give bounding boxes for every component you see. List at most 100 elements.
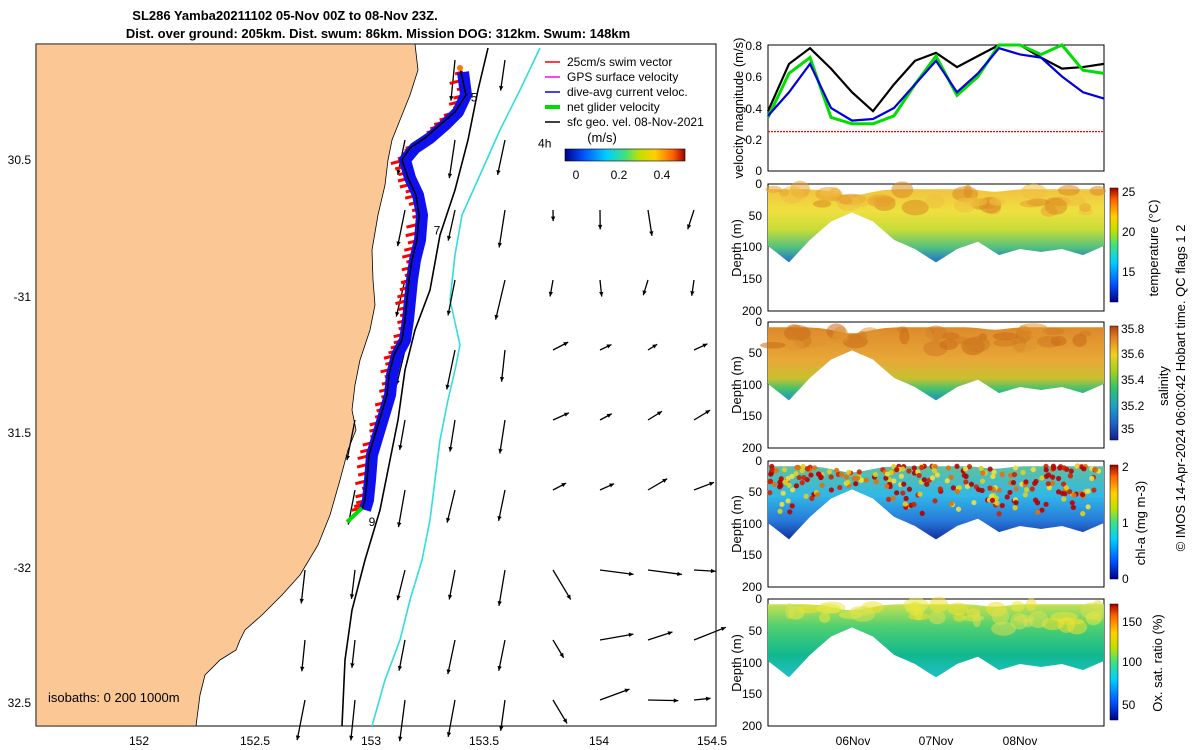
time-tick-1: 07Nov: [919, 734, 954, 748]
section-patch: [991, 621, 1017, 636]
chla-sample: [1035, 509, 1041, 515]
temperature-y-axis: 0 50 100 150 200: [742, 177, 762, 318]
map-x-tick-0: 152: [129, 734, 149, 748]
temperature-cbar-label: temperature (°C): [1146, 200, 1161, 297]
chla-sample: [1010, 480, 1017, 486]
velocity-frame: [767, 44, 1105, 172]
chla-ylabel: Depth (m): [729, 495, 744, 553]
temp-y-tick-0: 0: [755, 177, 762, 191]
sal-y-tick-4: 200: [742, 441, 762, 455]
chla-sample: [771, 481, 778, 488]
ox-cbar-tick-1: 100: [1122, 655, 1142, 669]
start-marker: [457, 65, 463, 71]
chla-sample: [1029, 486, 1035, 492]
chla-sample: [1013, 486, 1019, 492]
ox-cbar-tick-0: 50: [1122, 698, 1136, 712]
section-patch: [780, 185, 805, 204]
geo-vector: [599, 569, 634, 576]
chla-sample: [990, 473, 996, 480]
salinity-y-axis: 0 50 100 150 200: [742, 315, 762, 455]
salinity-panel: 0 50 100 150 200 Depth (m) 35 35.2 35.4 …: [729, 315, 1171, 455]
geo-vector-head: [395, 311, 400, 317]
velocity-series: [766, 43, 1105, 133]
chla-sample: [804, 466, 811, 472]
salinity-ylabel: Depth (m): [729, 356, 744, 414]
chla-sample: [837, 484, 843, 491]
legend-item-geo: sfc geo. vel. 08-Nov-2021: [545, 115, 704, 129]
chla-sample: [891, 478, 897, 484]
section-patch: [901, 199, 929, 216]
time-tick-2: 08Nov: [1003, 734, 1038, 748]
chla-sample: [1013, 500, 1019, 506]
chla-sample: [1081, 466, 1087, 472]
geo-vector: [449, 419, 456, 452]
salinity-colorbar: [1109, 325, 1119, 441]
chla-sample: [795, 464, 801, 470]
chla-sample: [1089, 475, 1095, 482]
chla-sample: [1080, 511, 1086, 517]
ox-y-tick-0: 0: [755, 592, 762, 606]
velocity-series-0: [766, 43, 1105, 113]
geo-vector-head: [667, 631, 673, 636]
day-markers: 5 4h 7 9: [369, 90, 552, 528]
section-patch: [965, 336, 991, 353]
chla-sample: [903, 495, 909, 502]
chla-sample: [1068, 468, 1074, 474]
chla-sample: [770, 467, 776, 473]
geo-vector-head: [720, 626, 726, 632]
chla-sample: [846, 469, 852, 475]
section-patch: [1079, 203, 1092, 212]
geo-vector: [395, 349, 406, 385]
sal-y-tick-0: 0: [755, 315, 762, 329]
chla-sample: [872, 471, 879, 478]
chla-sample: [1067, 489, 1073, 495]
chla-sample: [994, 500, 1000, 506]
chla-sample: [767, 479, 773, 485]
land-area: [35, 43, 419, 727]
figure-title-line2: Dist. over ground: 205km. Dist. swum: 86…: [126, 26, 630, 41]
chla-sample: [968, 481, 975, 487]
geo-vector-head: [396, 169, 401, 175]
chla-sample: [1022, 492, 1028, 498]
chl-y-tick-2: 100: [742, 517, 762, 531]
ox-cbar-tick-2: 150: [1122, 615, 1142, 629]
geo-vector-head: [702, 343, 708, 348]
geo-vector-head: [498, 448, 503, 454]
chla-sample: [777, 508, 783, 514]
geo-vector-head: [609, 483, 615, 488]
velocity-series-2: [767, 46, 1105, 122]
colorbar-title: (m/s): [587, 130, 617, 145]
chla-sample: [777, 484, 783, 490]
chla-sample: [854, 475, 861, 481]
geo-vector-head: [396, 595, 401, 601]
oxygen-panel: 0 50 100 150 200 Depth (m) 50 100 150 Ox…: [729, 592, 1165, 748]
chla-sample: [979, 478, 986, 484]
sal-cbar-tick-4: 35.8: [1121, 322, 1145, 336]
chla-sample: [1070, 504, 1076, 511]
section-patch: [1061, 194, 1086, 207]
geo-vector-head: [299, 598, 304, 604]
chla-sample: [929, 475, 935, 481]
section-patch: [815, 603, 841, 614]
map-y-axis: 30.5 -31 31.5 -32 32.5: [8, 153, 32, 710]
chla-sample: [789, 503, 795, 509]
temp-y-tick-2: 100: [742, 240, 762, 254]
geo-vector: [301, 639, 306, 672]
geo-vector: [447, 279, 456, 316]
chla-panel: 0 50 100 150 200 Depth (m) 0 1 2 chl-a (…: [729, 454, 1148, 594]
chla-sample: [1004, 494, 1010, 500]
geo-vector-head: [548, 291, 554, 297]
chla-sample: [901, 481, 907, 487]
chla-sample: [980, 470, 986, 476]
geo-vector: [500, 699, 506, 731]
chla-sample: [989, 497, 996, 503]
sal-y-tick-2: 100: [742, 378, 762, 392]
vel-y-tick-2: 0.4: [745, 102, 762, 116]
chla-sample: [906, 486, 913, 492]
geo-vector-head: [300, 666, 305, 672]
section-patch: [1026, 597, 1037, 612]
map-y-tick-4: 32.5: [8, 696, 32, 710]
geo-vector: [498, 209, 506, 248]
sal-cbar-tick-1: 35.2: [1121, 399, 1145, 413]
section-patch: [867, 194, 895, 207]
